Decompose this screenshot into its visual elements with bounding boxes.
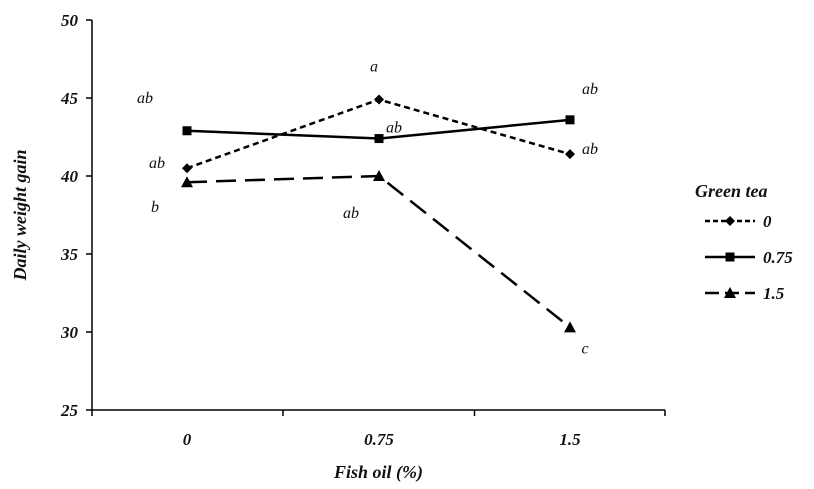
data-point xyxy=(564,321,576,333)
x-axis: 0 0.75 1.5 xyxy=(91,409,666,449)
data-point xyxy=(182,126,192,136)
legend-marker xyxy=(725,216,735,226)
legend-item: 0.75 xyxy=(705,248,793,267)
data-label: ab xyxy=(137,90,153,107)
legend: Green tea 0 0.75 1.5 xyxy=(695,181,793,303)
legend-marker xyxy=(724,287,736,298)
legend-label: 0 xyxy=(763,212,772,231)
series-0 xyxy=(182,94,575,174)
y-tick-label: 40 xyxy=(60,167,79,186)
data-point xyxy=(181,176,193,188)
y-tick-label: 45 xyxy=(60,89,79,108)
data-point xyxy=(182,163,192,174)
series-layer xyxy=(181,94,576,333)
data-label: ab xyxy=(582,141,598,158)
legend-label: 1.5 xyxy=(763,284,785,303)
data-label: ab xyxy=(582,81,598,98)
y-axis-title: Daily weight gain xyxy=(10,149,30,281)
y-tick-label: 50 xyxy=(61,11,79,30)
data-label: ab xyxy=(386,120,402,137)
data-point xyxy=(373,170,385,181)
legend-item: 0 xyxy=(705,212,772,231)
data-label: a xyxy=(370,59,378,76)
y-tick-label: 35 xyxy=(60,245,79,264)
series-1-5 xyxy=(181,170,576,333)
y-tick-label: 25 xyxy=(60,401,79,420)
series-line xyxy=(186,174,571,329)
y-tick-label: 30 xyxy=(60,323,79,342)
x-tick-label: 0.75 xyxy=(364,430,394,449)
data-label: c xyxy=(581,340,588,357)
legend-item: 1.5 xyxy=(705,284,785,303)
legend-title: Green tea xyxy=(695,181,767,201)
data-labels: ab a ab ab ab ab b ab c xyxy=(137,59,598,358)
data-label: b xyxy=(151,199,159,216)
data-label: ab xyxy=(343,205,359,222)
data-point xyxy=(565,149,575,160)
x-axis-title: Fish oil (%) xyxy=(333,462,423,483)
legend-marker xyxy=(725,252,735,262)
x-tick-label: 1.5 xyxy=(559,430,581,449)
legend-label: 0.75 xyxy=(763,248,793,267)
data-point xyxy=(565,115,575,125)
series-0-75 xyxy=(182,115,575,144)
x-tick-label: 0 xyxy=(183,430,192,449)
data-point xyxy=(374,134,384,144)
data-label: ab xyxy=(149,155,165,172)
data-point xyxy=(374,94,384,105)
y-axis: 25 30 35 40 45 50 xyxy=(60,11,93,420)
